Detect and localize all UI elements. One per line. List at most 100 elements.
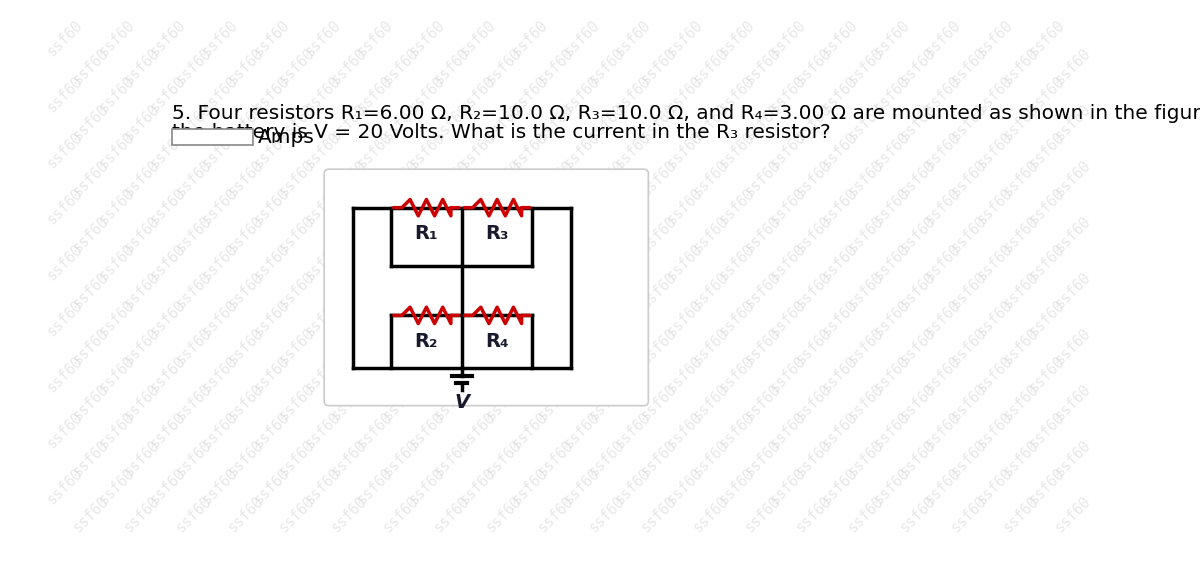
Text: ssf60: ssf60	[793, 102, 835, 143]
Text: ssf60: ssf60	[690, 381, 732, 423]
Text: ssf60: ssf60	[535, 158, 576, 199]
Text: ssf60: ssf60	[1026, 18, 1067, 60]
Text: ssf60: ssf60	[509, 130, 551, 171]
Text: ssf60: ssf60	[509, 354, 551, 395]
Text: ssf60: ssf60	[690, 493, 732, 535]
Text: ssf60: ssf60	[276, 46, 318, 87]
Text: ssf60: ssf60	[923, 409, 964, 451]
Text: ssf60: ssf60	[96, 409, 137, 451]
Text: ssf60: ssf60	[354, 298, 396, 339]
Text: ssf60: ssf60	[587, 46, 628, 87]
Text: ssf60: ssf60	[820, 241, 860, 283]
Text: ssf60: ssf60	[742, 102, 784, 143]
Text: ssf60: ssf60	[457, 130, 499, 171]
Text: ssf60: ssf60	[560, 465, 602, 507]
Text: ssf60: ssf60	[871, 241, 912, 283]
Text: ssf60: ssf60	[767, 186, 809, 227]
Text: ssf60: ssf60	[1000, 102, 1042, 143]
Text: ssf60: ssf60	[742, 270, 784, 311]
Text: ssf60: ssf60	[96, 130, 137, 171]
Text: ssf60: ssf60	[379, 214, 421, 255]
Text: ssf60: ssf60	[328, 214, 370, 255]
Text: ssf60: ssf60	[587, 102, 628, 143]
Text: ssf60: ssf60	[845, 437, 887, 479]
Text: ssf60: ssf60	[354, 241, 396, 283]
Text: R₂: R₂	[415, 332, 438, 351]
Text: ssf60: ssf60	[715, 298, 757, 339]
Text: ssf60: ssf60	[1026, 241, 1067, 283]
Text: ssf60: ssf60	[276, 158, 318, 199]
Text: ssf60: ssf60	[199, 298, 240, 339]
Text: R₄: R₄	[485, 332, 509, 351]
Text: ssf60: ssf60	[690, 214, 732, 255]
Text: ssf60: ssf60	[44, 18, 85, 60]
Text: ssf60: ssf60	[432, 493, 473, 535]
Text: ssf60: ssf60	[302, 298, 344, 339]
Text: ssf60: ssf60	[948, 381, 990, 423]
Text: ssf60: ssf60	[199, 241, 240, 283]
Text: ssf60: ssf60	[587, 270, 628, 311]
Text: ssf60: ssf60	[923, 130, 964, 171]
Text: ssf60: ssf60	[148, 74, 188, 116]
Text: ssf60: ssf60	[432, 214, 473, 255]
Text: ssf60: ssf60	[379, 381, 421, 423]
Text: ssf60: ssf60	[173, 437, 215, 479]
Text: ssf60: ssf60	[612, 465, 654, 507]
Text: ssf60: ssf60	[224, 270, 266, 311]
Text: ssf60: ssf60	[432, 325, 473, 367]
Text: ssf60: ssf60	[224, 325, 266, 367]
Text: ssf60: ssf60	[612, 130, 654, 171]
Text: ssf60: ssf60	[612, 18, 654, 60]
Text: ssf60: ssf60	[535, 46, 576, 87]
Text: ssf60: ssf60	[664, 74, 706, 116]
Text: ssf60: ssf60	[509, 409, 551, 451]
Text: ssf60: ssf60	[276, 214, 318, 255]
Text: ssf60: ssf60	[44, 186, 85, 227]
Text: ssf60: ssf60	[276, 325, 318, 367]
Text: ssf60: ssf60	[302, 186, 344, 227]
Text: ssf60: ssf60	[820, 74, 860, 116]
Text: Amps: Amps	[258, 127, 314, 147]
Text: ssf60: ssf60	[406, 354, 448, 395]
Text: ssf60: ssf60	[96, 241, 137, 283]
Text: ssf60: ssf60	[406, 241, 448, 283]
Text: ssf60: ssf60	[715, 130, 757, 171]
Text: ssf60: ssf60	[871, 409, 912, 451]
Text: ssf60: ssf60	[44, 130, 85, 171]
Text: ssf60: ssf60	[224, 493, 266, 535]
Text: ssf60: ssf60	[896, 325, 938, 367]
Text: ssf60: ssf60	[974, 74, 1015, 116]
Text: ssf60: ssf60	[302, 74, 344, 116]
Text: ssf60: ssf60	[224, 102, 266, 143]
FancyBboxPatch shape	[172, 129, 253, 146]
Text: ssf60: ssf60	[406, 130, 448, 171]
Text: ssf60: ssf60	[484, 46, 524, 87]
Text: ssf60: ssf60	[148, 130, 188, 171]
Text: ssf60: ssf60	[871, 465, 912, 507]
Text: ssf60: ssf60	[845, 325, 887, 367]
Text: ssf60: ssf60	[896, 381, 938, 423]
Text: ssf60: ssf60	[948, 214, 990, 255]
Text: ssf60: ssf60	[276, 437, 318, 479]
Text: ssf60: ssf60	[560, 409, 602, 451]
Text: ssf60: ssf60	[793, 493, 835, 535]
Text: ssf60: ssf60	[432, 102, 473, 143]
Text: ssf60: ssf60	[457, 354, 499, 395]
Text: ssf60: ssf60	[199, 130, 240, 171]
Text: V: V	[455, 394, 469, 412]
Text: ssf60: ssf60	[484, 102, 524, 143]
Text: ssf60: ssf60	[148, 186, 188, 227]
Text: ssf60: ssf60	[328, 325, 370, 367]
Text: ssf60: ssf60	[715, 74, 757, 116]
Text: ssf60: ssf60	[664, 409, 706, 451]
Text: ssf60: ssf60	[1051, 325, 1093, 367]
Text: ssf60: ssf60	[457, 409, 499, 451]
Text: ssf60: ssf60	[121, 493, 163, 535]
Text: R₁: R₁	[414, 224, 438, 243]
Text: ssf60: ssf60	[173, 325, 215, 367]
Text: ssf60: ssf60	[406, 465, 448, 507]
Text: ssf60: ssf60	[302, 409, 344, 451]
Text: ssf60: ssf60	[871, 74, 912, 116]
Text: ssf60: ssf60	[44, 465, 85, 507]
Text: ssf60: ssf60	[664, 354, 706, 395]
